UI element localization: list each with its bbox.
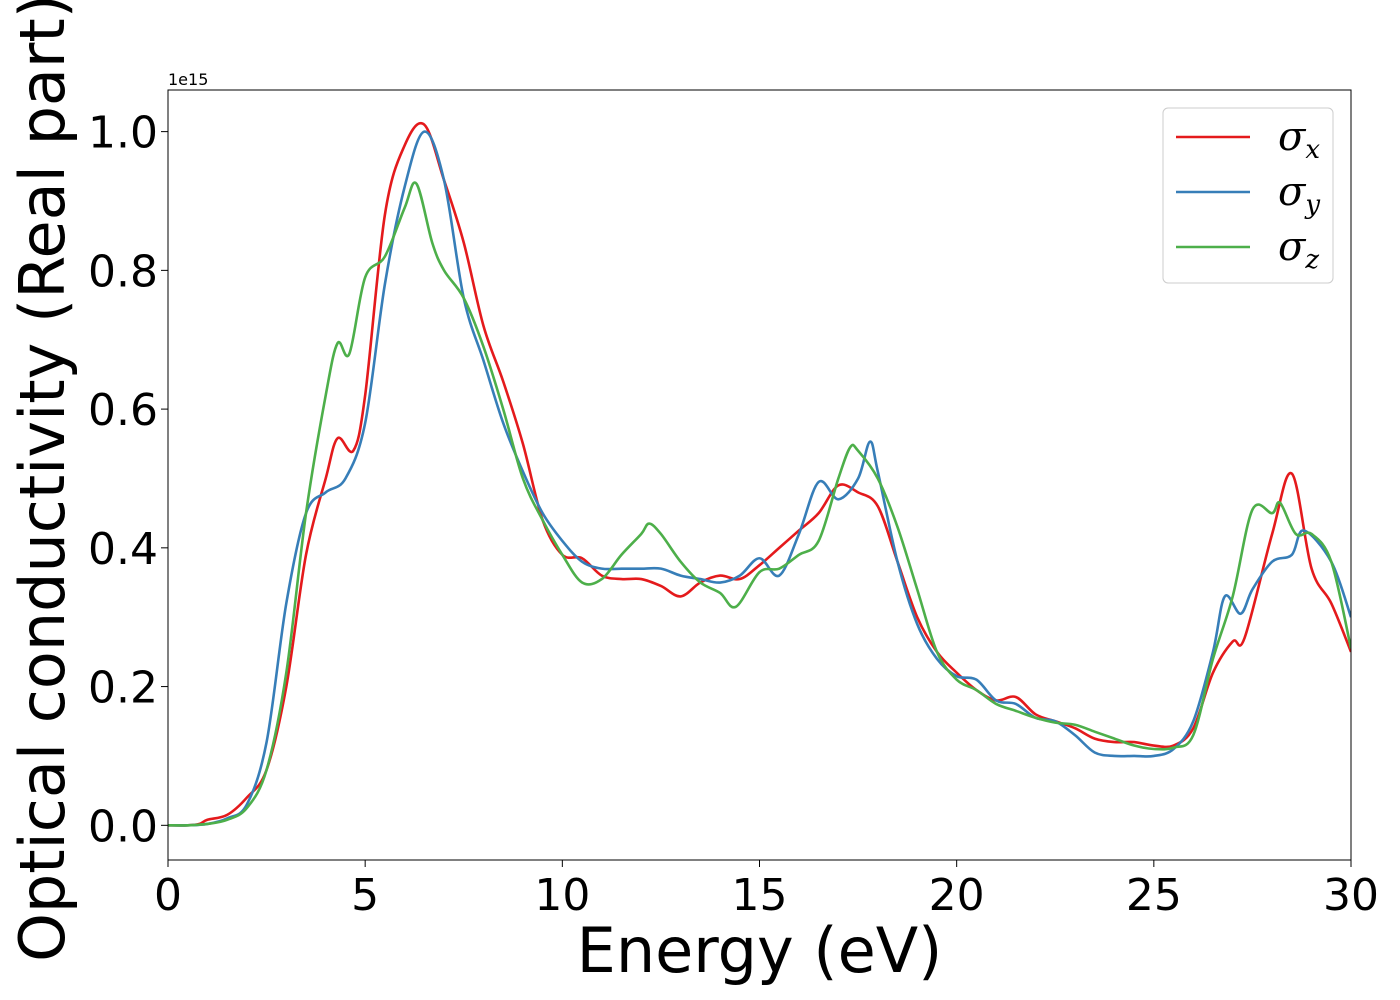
x-tick-label: 20 [929,870,985,921]
y-offset-label: 1e15 [168,70,208,89]
y-tick-label: 0.6 [88,385,158,436]
x-tick-label: 0 [154,870,182,921]
legend-label-x: σx [1278,114,1320,165]
series-line-z [168,181,1351,827]
series-line-x [168,121,1351,827]
x-axis-ticks: 0 5 10 15 20 25 30 [154,860,1379,921]
plot-area [168,121,1351,827]
x-tick-label: 10 [534,870,590,921]
y-axis-ticks: 0.0 0.2 0.4 0.6 0.8 1.0 [88,108,168,852]
x-tick-label: 5 [351,870,379,921]
y-tick-label: 0.0 [88,801,158,852]
x-tick-label: 25 [1126,870,1182,921]
legend-label-z: σz [1278,224,1319,275]
legend-label-y: σy [1278,169,1320,220]
series-line-y [168,130,1351,827]
y-axis-label: Optical conductivity (Real part) [6,0,79,962]
y-tick-label: 0.8 [88,246,158,297]
x-axis-label: Energy (eV) [577,914,943,987]
y-tick-label: 0.4 [88,524,158,575]
y-tick-label: 1.0 [88,108,158,159]
x-tick-label: 15 [732,870,788,921]
legend-box [1162,107,1334,284]
x-tick-label: 30 [1323,870,1379,921]
y-tick-label: 0.2 [88,663,158,714]
